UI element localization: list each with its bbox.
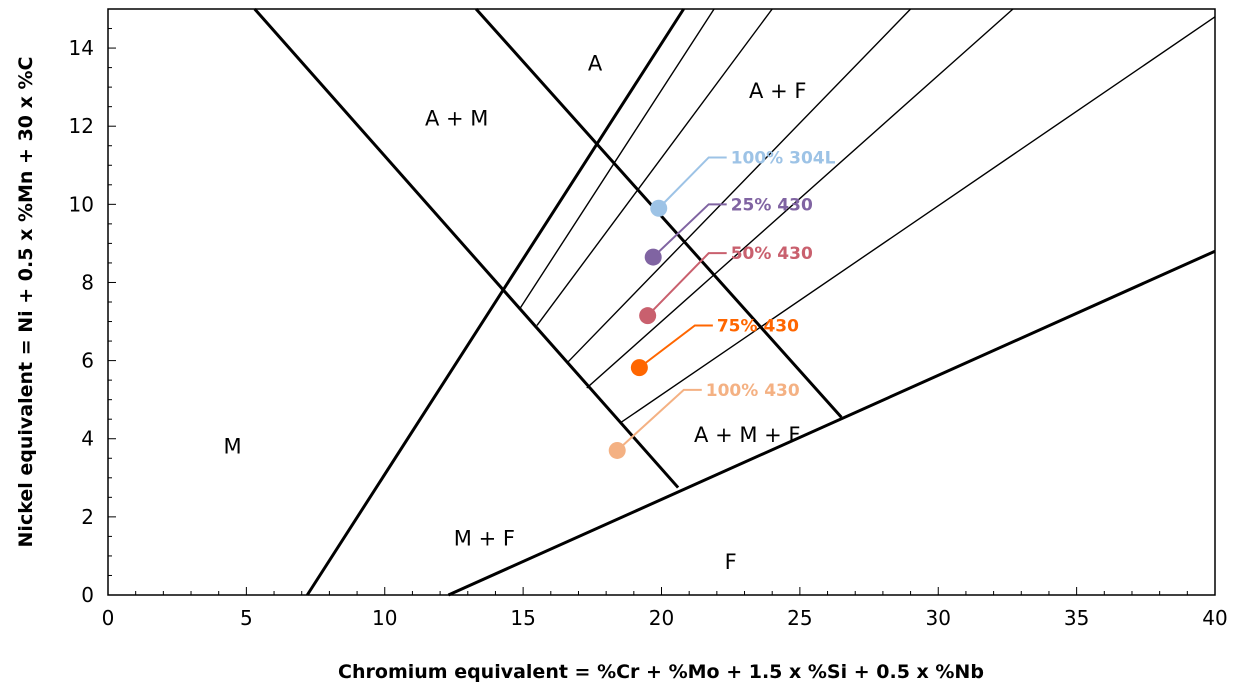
boundary-line-6 (566, 8, 912, 364)
region-label: A (588, 52, 603, 76)
boundary-line-0 (253, 8, 680, 489)
x-axis-title: Chromium equivalent = %Cr + %Mo + 1.5 x … (338, 661, 984, 683)
leader-line (652, 203, 727, 258)
boundary-line-3 (447, 249, 1216, 597)
region-labels: A A + M A + F A + M + F M M + F F (223, 52, 806, 574)
y-tick-label: 10 (69, 192, 94, 216)
region-label: A + F (749, 79, 806, 103)
y-axis: 0 2 4 6 8 10 12 14 (69, 8, 116, 607)
x-tick-label: 0 (102, 606, 115, 630)
phase-boundaries (253, 7, 1216, 597)
data-point (630, 359, 648, 377)
x-tick-label: 30 (926, 606, 951, 630)
x-tick-label: 15 (510, 606, 535, 630)
leader-line (616, 388, 702, 452)
region-label: M (223, 435, 241, 459)
y-tick-label: 6 (81, 349, 94, 373)
data-point (639, 307, 657, 325)
leader-line (646, 252, 727, 317)
data-point-label: 75% 430 (717, 316, 799, 336)
region-label: M + F (454, 526, 515, 550)
x-tick-label: 5 (240, 606, 253, 630)
data-point-label: 50% 430 (731, 244, 813, 264)
y-axis-title: Nickel equivalent = Ni + 0.5 x %Mn + 30 … (15, 57, 37, 548)
x-tick-label: 25 (787, 606, 812, 630)
y-tick-label: 4 (81, 427, 94, 451)
boundary-line-4 (519, 8, 715, 309)
x-tick-label: 20 (649, 606, 674, 630)
y-tick-label: 2 (81, 505, 94, 529)
x-tick-label: 35 (1064, 606, 1089, 630)
x-tick-label: 40 (1202, 606, 1227, 630)
data-point-label: 100% 430 (706, 381, 800, 401)
boundary-line-8 (619, 16, 1216, 424)
region-label: F (725, 550, 737, 574)
leader-line (638, 324, 713, 369)
boundary-line-5 (536, 8, 773, 326)
y-tick-label: 12 (69, 114, 94, 138)
boundary-line-7 (586, 8, 1014, 389)
region-label: A + M (425, 106, 488, 130)
y-tick-label: 8 (81, 270, 94, 294)
leader-line (658, 156, 727, 209)
boundary-line-2 (305, 8, 685, 596)
data-point (608, 441, 626, 459)
data-point (644, 248, 662, 266)
data-point-label: 100% 304L (731, 148, 836, 168)
y-tick-label: 14 (69, 36, 94, 60)
region-label: A + M + F (694, 423, 800, 447)
data-point-label: 25% 430 (731, 195, 813, 215)
data-point (650, 199, 668, 217)
data-points: 100% 304L 25% 430 50% 430 75% 430 100% 430 (608, 148, 836, 459)
x-axis: 0 5 10 15 20 25 30 35 40 (102, 587, 1228, 630)
y-tick-label: 0 (81, 583, 94, 607)
x-tick-label: 10 (372, 606, 397, 630)
